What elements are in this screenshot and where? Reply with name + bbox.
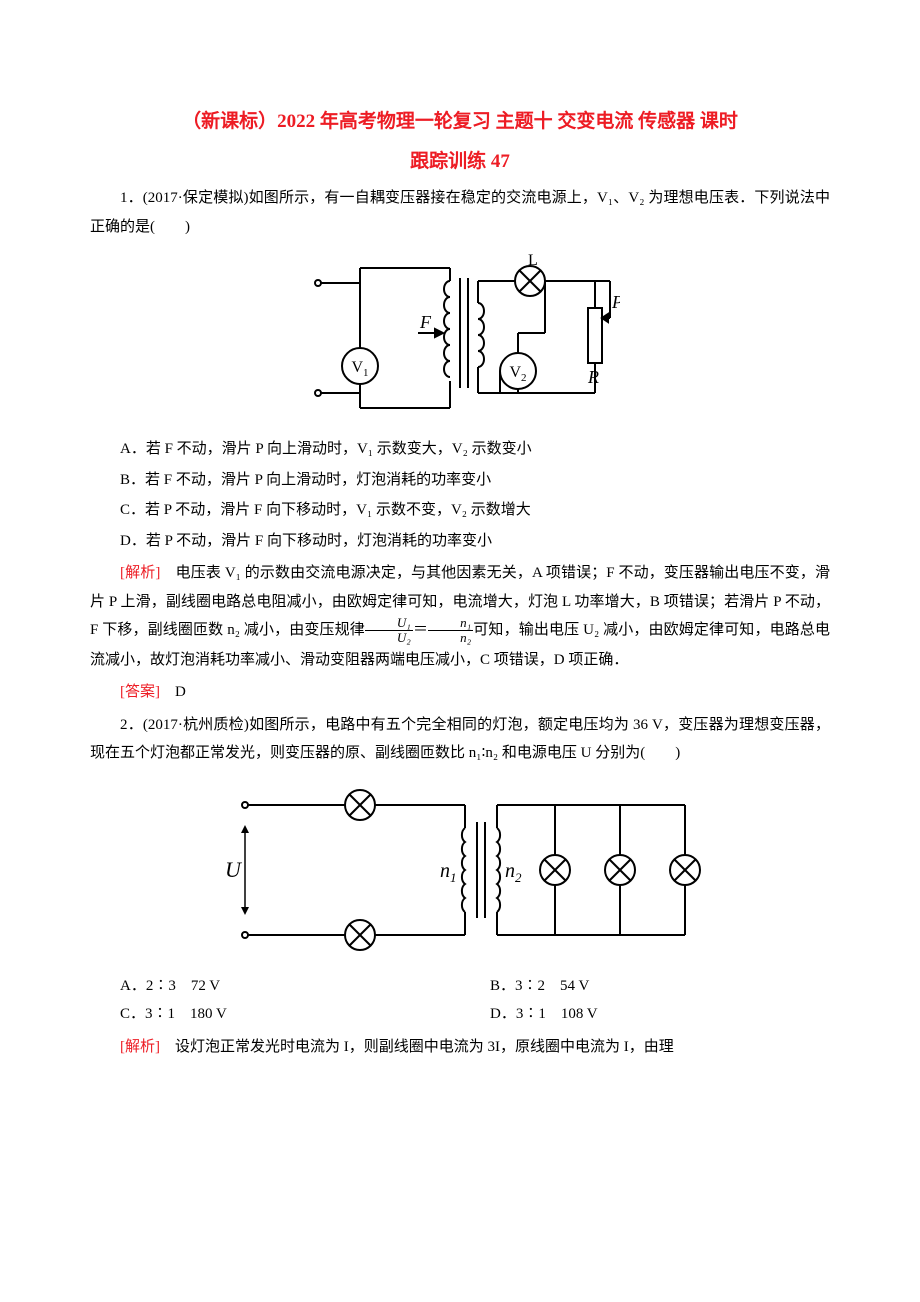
- title-line-2: 跟踪训练 47: [90, 144, 830, 180]
- label-f: F: [419, 312, 432, 332]
- q2-analysis: [解析] 设灯泡正常发光时电流为 I，则副线圈中电流为 3I，原线圈中电流为 I…: [90, 1033, 830, 1062]
- frac2-den: n₂: [428, 631, 473, 645]
- label-l: L: [528, 253, 538, 269]
- q1-option-a: A．若 F 不动，滑片 P 向上滑动时，V₁ 示数变大，V₂ 示数变小: [90, 435, 830, 464]
- q1-option-c: C．若 P 不动，滑片 F 向下移动时，V₁ 示数不变，V₂ 示数增大: [90, 496, 830, 525]
- answer-label: [答案]: [120, 684, 160, 700]
- q2-option-b: B．3∶2 54 V: [460, 972, 830, 1001]
- eq: ＝: [413, 622, 428, 638]
- q2-analysis-text: 设灯泡正常发光时电流为 I，则副线圈中电流为 3I，原线圈中电流为 I，由理: [160, 1039, 674, 1055]
- analysis-label-2: [解析]: [120, 1039, 160, 1055]
- q2-stem: 2．(2017·杭州质检)如图所示，电路中有五个完全相同的灯泡，额定电压均为 3…: [90, 711, 830, 768]
- frac1-den: U₂: [365, 631, 413, 645]
- q2-figure: U n1 n2: [90, 780, 830, 960]
- q2-option-c: C．3∶1 180 V: [90, 1000, 460, 1029]
- label-p: P: [611, 292, 620, 312]
- q1-answer-value: D: [175, 684, 186, 700]
- q1-stem: 1．(2017·保定模拟)如图所示，有一自耦变压器接在稳定的交流电源上，V₁、V…: [90, 184, 830, 241]
- q2-options: A．2∶3 72 V B．3∶2 54 V C．3∶1 180 V D．3∶1 …: [90, 972, 830, 1029]
- label-n1: n1: [440, 860, 457, 885]
- q1-options: A．若 F 不动，滑片 P 向上滑动时，V₁ 示数变大，V₂ 示数变小 B．若 …: [90, 435, 830, 555]
- q2-option-a: A．2∶3 72 V: [90, 972, 460, 1001]
- label-r: R: [587, 367, 599, 387]
- q1-analysis: [解析] 电压表 V₁ 的示数由交流电源决定，与其他因素无关，A 项错误；F 不…: [90, 559, 830, 674]
- q1-answer: [答案] D: [90, 678, 830, 707]
- q1-option-b: B．若 F 不动，滑片 P 向上滑动时，灯泡消耗的功率变小: [90, 466, 830, 495]
- q1-figure: V1 V2 F L P R: [90, 253, 830, 423]
- analysis-label: [解析]: [120, 565, 160, 581]
- label-u: U: [225, 857, 243, 882]
- frac2-num: n₁: [428, 616, 473, 631]
- frac1-num: U₁: [365, 616, 413, 631]
- title-line-1: （新课标）2022 年高考物理一轮复习 主题十 交变电流 传感器 课时: [90, 104, 830, 140]
- label-n2: n2: [505, 860, 522, 885]
- q2-option-d: D．3∶1 108 V: [460, 1000, 830, 1029]
- q1-option-d: D．若 P 不动，滑片 F 向下移动时，灯泡消耗的功率变小: [90, 527, 830, 556]
